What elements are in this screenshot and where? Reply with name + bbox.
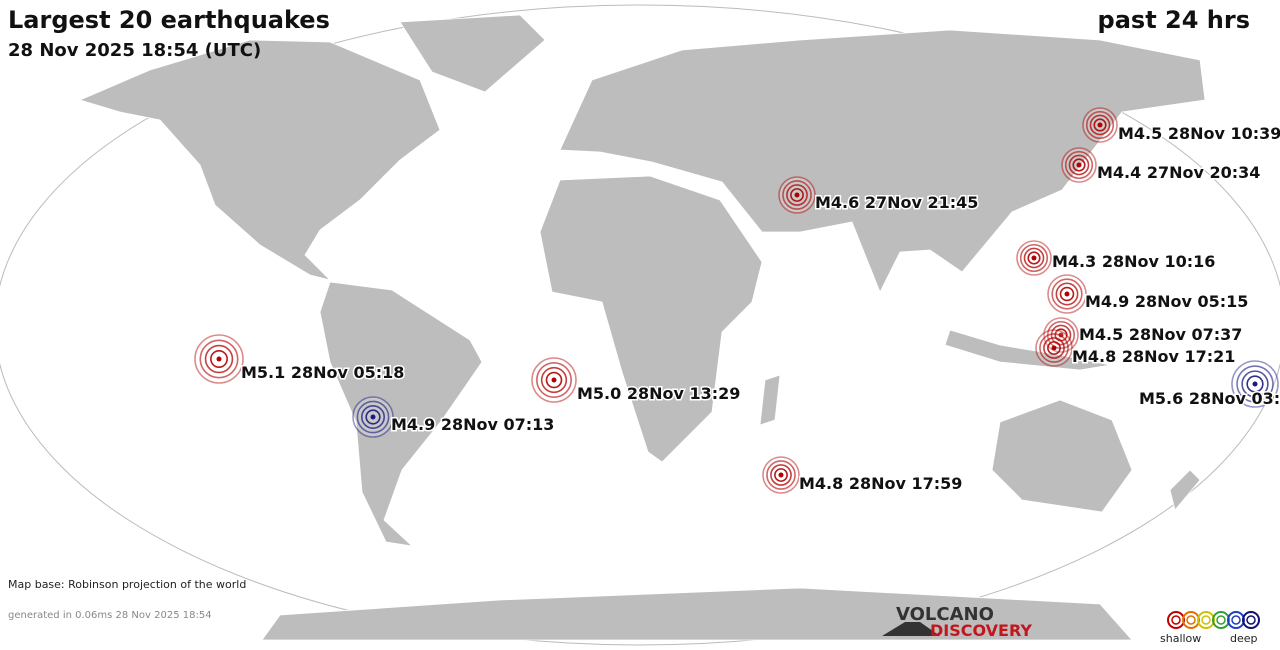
quake-ring [1059,286,1075,302]
quake-marker [1035,329,1073,367]
quake-label: M5.6 28Nov 03:3 [1139,389,1280,408]
quake-ring [766,460,796,490]
quake-label: M4.8 28Nov 17:21 [1072,347,1235,366]
generated-note: generated in 0.06ms 28 Nov 2025 18:54 [8,610,212,621]
quake-ring [1093,118,1107,132]
quake-ring [1047,341,1061,355]
quake-core [778,472,784,478]
quake-marker [1047,274,1087,314]
legend-ring [1197,611,1215,629]
legend-ring [1171,615,1181,625]
quake-ring [199,339,239,379]
period: past 24 hrs [1098,6,1250,34]
quake-marker [1061,147,1097,183]
quake-ring [1068,154,1090,176]
logo-line1: VOLCANO [896,604,994,625]
quake-ring [356,400,390,434]
quake-ring [1064,150,1094,180]
quake-core [551,377,557,383]
quake-label: M4.4 27Nov 20:34 [1097,163,1260,182]
quake-marker [1016,240,1052,276]
quake-ring [1039,333,1069,363]
quake-ring [540,366,568,394]
legend-ring [1182,611,1200,629]
quake-marker [531,357,577,403]
quake-ring [1241,370,1269,398]
quake-core [1064,291,1070,297]
quakes: M4.5 28Nov 10:39 M4.4 27Nov 20:34 M4.6 27N… [194,107,1280,495]
legend-ring [1212,611,1230,629]
map-base-note: Map base: Robinson projection of the wor… [8,578,246,591]
quake-ring [1019,243,1049,273]
quake-ring [204,344,234,374]
quake-ring [782,180,812,210]
quake-ring [1051,278,1083,310]
legend [1167,611,1260,629]
quake-ring [1085,110,1115,140]
legend-ring [1167,611,1185,629]
quake-label: M4.9 28Nov 05:15 [1085,292,1248,311]
quake-ring [545,371,563,389]
quake-ring [1089,114,1111,136]
quake-ring [1050,324,1072,346]
quake-label: M4.9 28Nov 07:13 [391,415,554,434]
quake-ring [774,468,788,482]
quake-ring [1027,251,1041,265]
subtitle: 28 Nov 2025 18:54 (UTC) [8,40,261,61]
quake-core [216,356,222,362]
quake-ring [365,409,381,425]
quake-ring [360,404,385,429]
quake-core [1051,345,1057,351]
quake-label: M4.3 28Nov 10:16 [1052,252,1215,271]
quake-core [370,414,376,420]
quake-label: M5.0 28Nov 13:29 [577,384,740,403]
quake-marker [194,334,244,384]
quake-label: M4.5 28Nov 07:37 [1079,325,1242,344]
legend-ring [1246,615,1256,625]
quake-core [1076,162,1082,168]
quake-ring [210,350,228,368]
legend-ring [1201,615,1211,625]
quake-core [1031,255,1037,261]
quake-ring [1023,247,1045,269]
legend-deep: deep [1230,632,1258,645]
legend-ring [1216,615,1226,625]
quake-core [794,192,800,198]
quake-ring [1246,375,1264,393]
quake-label: M4.8 28Nov 17:59 [799,474,962,493]
legend-shallow: shallow [1160,632,1201,645]
quake-ring [790,188,804,202]
quake-marker [1082,107,1118,143]
quake-core [1252,381,1258,387]
quake-ring [536,362,572,398]
title: Largest 20 earthquakes [8,6,330,34]
quake-ring [1043,337,1065,359]
quake-marker [778,176,816,214]
quake-label: M5.1 28Nov 05:18 [241,363,404,382]
legend-ring [1231,615,1241,625]
quake-ring [1072,158,1086,172]
quake-marker [352,396,394,438]
legend-ring [1242,611,1260,629]
quake-marker [762,456,800,494]
logo-icon [882,622,940,636]
quake-core [1097,122,1103,128]
quake-marker [1231,360,1279,408]
quake-ring [786,184,808,206]
legend-ring [1186,615,1196,625]
quake-label: M4.5 28Nov 10:39 [1118,124,1280,143]
quake-ring [770,464,792,486]
quake-ring [1236,365,1274,403]
logo-line2: DISCOVERY [930,621,1032,640]
legend-ring [1227,611,1245,629]
quake-label: M4.6 27Nov 21:45 [815,193,978,212]
quake-ring [1055,282,1079,306]
